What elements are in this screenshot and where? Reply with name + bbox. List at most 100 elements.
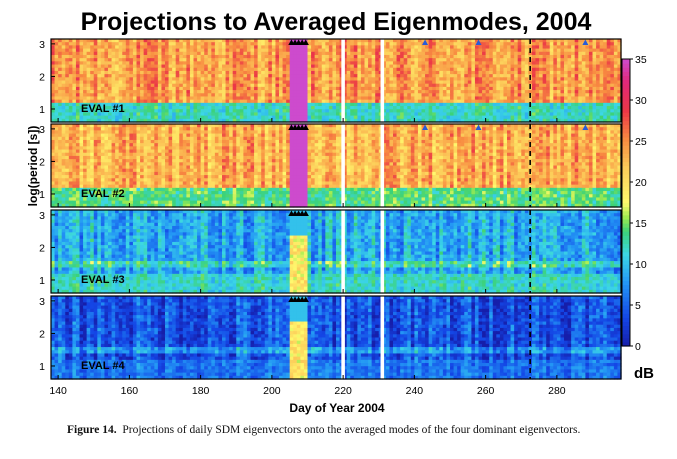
heatmap-cell bbox=[453, 74, 458, 78]
heatmap-cell bbox=[261, 64, 266, 69]
heatmap-cell bbox=[68, 58, 73, 62]
heatmap-cell bbox=[421, 64, 426, 69]
heatmap-cell bbox=[197, 51, 202, 56]
heatmap-cell bbox=[460, 93, 465, 98]
heatmap-cell bbox=[588, 67, 594, 72]
heatmap-cell bbox=[175, 93, 180, 98]
heatmap-cell bbox=[111, 93, 116, 98]
heatmap-cell bbox=[207, 42, 212, 46]
heatmap-cell bbox=[143, 96, 148, 101]
heatmap-cell bbox=[229, 48, 234, 53]
heatmap-cell bbox=[560, 45, 565, 50]
heatmap-cell bbox=[239, 48, 244, 53]
heatmap-cell bbox=[254, 39, 259, 43]
heatmap-cell bbox=[125, 58, 130, 62]
heatmap-cell bbox=[100, 80, 106, 85]
heatmap-cell bbox=[371, 96, 376, 101]
heatmap-cell bbox=[588, 64, 594, 69]
heatmap-cell bbox=[375, 83, 380, 88]
heatmap-cell bbox=[414, 39, 419, 43]
heatmap-cell bbox=[350, 70, 355, 75]
heatmap-cell bbox=[182, 77, 187, 82]
heatmap-cell bbox=[571, 77, 576, 82]
heatmap-cell bbox=[261, 48, 266, 53]
heatmap-cell bbox=[332, 64, 337, 69]
heatmap-cell bbox=[229, 83, 234, 88]
heatmap-cell bbox=[286, 45, 291, 50]
heatmap-cell bbox=[207, 74, 212, 78]
heatmap-cell bbox=[417, 80, 423, 85]
heatmap-cell bbox=[93, 93, 98, 98]
heatmap-cell bbox=[289, 58, 294, 62]
heatmap-cell bbox=[83, 77, 88, 82]
heatmap-cell bbox=[467, 58, 472, 62]
heatmap-cell bbox=[546, 45, 551, 50]
heatmap-cell bbox=[136, 48, 141, 53]
heatmap-cell bbox=[268, 42, 273, 46]
heatmap-cell bbox=[289, 61, 294, 66]
heatmap-cell bbox=[197, 80, 202, 85]
heatmap-cell bbox=[286, 77, 291, 82]
heatmap-cell bbox=[207, 61, 212, 66]
heatmap-cell bbox=[303, 51, 309, 56]
heatmap-cell bbox=[150, 54, 155, 59]
heatmap-cell bbox=[314, 48, 319, 53]
heatmap-cell bbox=[93, 39, 98, 43]
heatmap-cell bbox=[560, 74, 565, 78]
heatmap-cell bbox=[606, 58, 611, 62]
heatmap-cell bbox=[328, 93, 334, 98]
heatmap-cell bbox=[592, 58, 597, 62]
heatmap-cell bbox=[596, 67, 601, 72]
heatmap-cell bbox=[222, 70, 227, 75]
heatmap-cell bbox=[407, 51, 412, 56]
heatmap-cell bbox=[207, 93, 212, 98]
heatmap-cell bbox=[592, 74, 597, 78]
heatmap-cell bbox=[118, 48, 123, 53]
heatmap-cell bbox=[556, 93, 562, 98]
heatmap-cell bbox=[393, 90, 398, 94]
heatmap-cell bbox=[189, 58, 195, 62]
heatmap-cell bbox=[211, 90, 216, 94]
heatmap-cell bbox=[425, 80, 430, 85]
heatmap-cell bbox=[275, 51, 280, 56]
heatmap-cell bbox=[214, 74, 220, 78]
heatmap-cell bbox=[343, 86, 348, 91]
heatmap-cell bbox=[115, 74, 120, 78]
heatmap-cell bbox=[343, 93, 348, 98]
heatmap-cell bbox=[432, 90, 437, 94]
heatmap-cell bbox=[439, 39, 444, 43]
heatmap-cell bbox=[364, 96, 369, 101]
heatmap-cell bbox=[471, 86, 476, 91]
heatmap-cell bbox=[368, 45, 373, 50]
heatmap-cell bbox=[328, 45, 334, 50]
heatmap-cell bbox=[143, 77, 148, 82]
heatmap-cell bbox=[549, 77, 554, 82]
heatmap-cell bbox=[371, 67, 376, 72]
heatmap-cell bbox=[385, 70, 391, 75]
heatmap-cell bbox=[229, 96, 234, 101]
heatmap-cell bbox=[243, 74, 248, 78]
heatmap-cell bbox=[457, 74, 462, 78]
heatmap-cell bbox=[446, 67, 451, 72]
heatmap-cell bbox=[432, 93, 437, 98]
heatmap-cell bbox=[471, 77, 476, 82]
heatmap-cell bbox=[535, 67, 540, 72]
heatmap-cell bbox=[574, 80, 579, 85]
heatmap-cell bbox=[154, 42, 159, 46]
heatmap-cell bbox=[446, 77, 451, 82]
heatmap-cell bbox=[72, 67, 77, 72]
heatmap-cell bbox=[264, 39, 269, 43]
heatmap-cell bbox=[104, 90, 109, 94]
heatmap-cell bbox=[293, 93, 298, 98]
heatmap-cell bbox=[585, 93, 590, 98]
heatmap-cell bbox=[232, 54, 237, 59]
heatmap-cell bbox=[389, 39, 394, 43]
heatmap-cell bbox=[175, 58, 180, 62]
heatmap-cell bbox=[336, 64, 341, 69]
heatmap-cell bbox=[207, 77, 212, 82]
heatmap-cell bbox=[571, 64, 576, 69]
heatmap-cell bbox=[75, 67, 81, 72]
heatmap-cell bbox=[588, 77, 594, 82]
heatmap-cell bbox=[478, 74, 483, 78]
heatmap-cell bbox=[93, 90, 98, 94]
